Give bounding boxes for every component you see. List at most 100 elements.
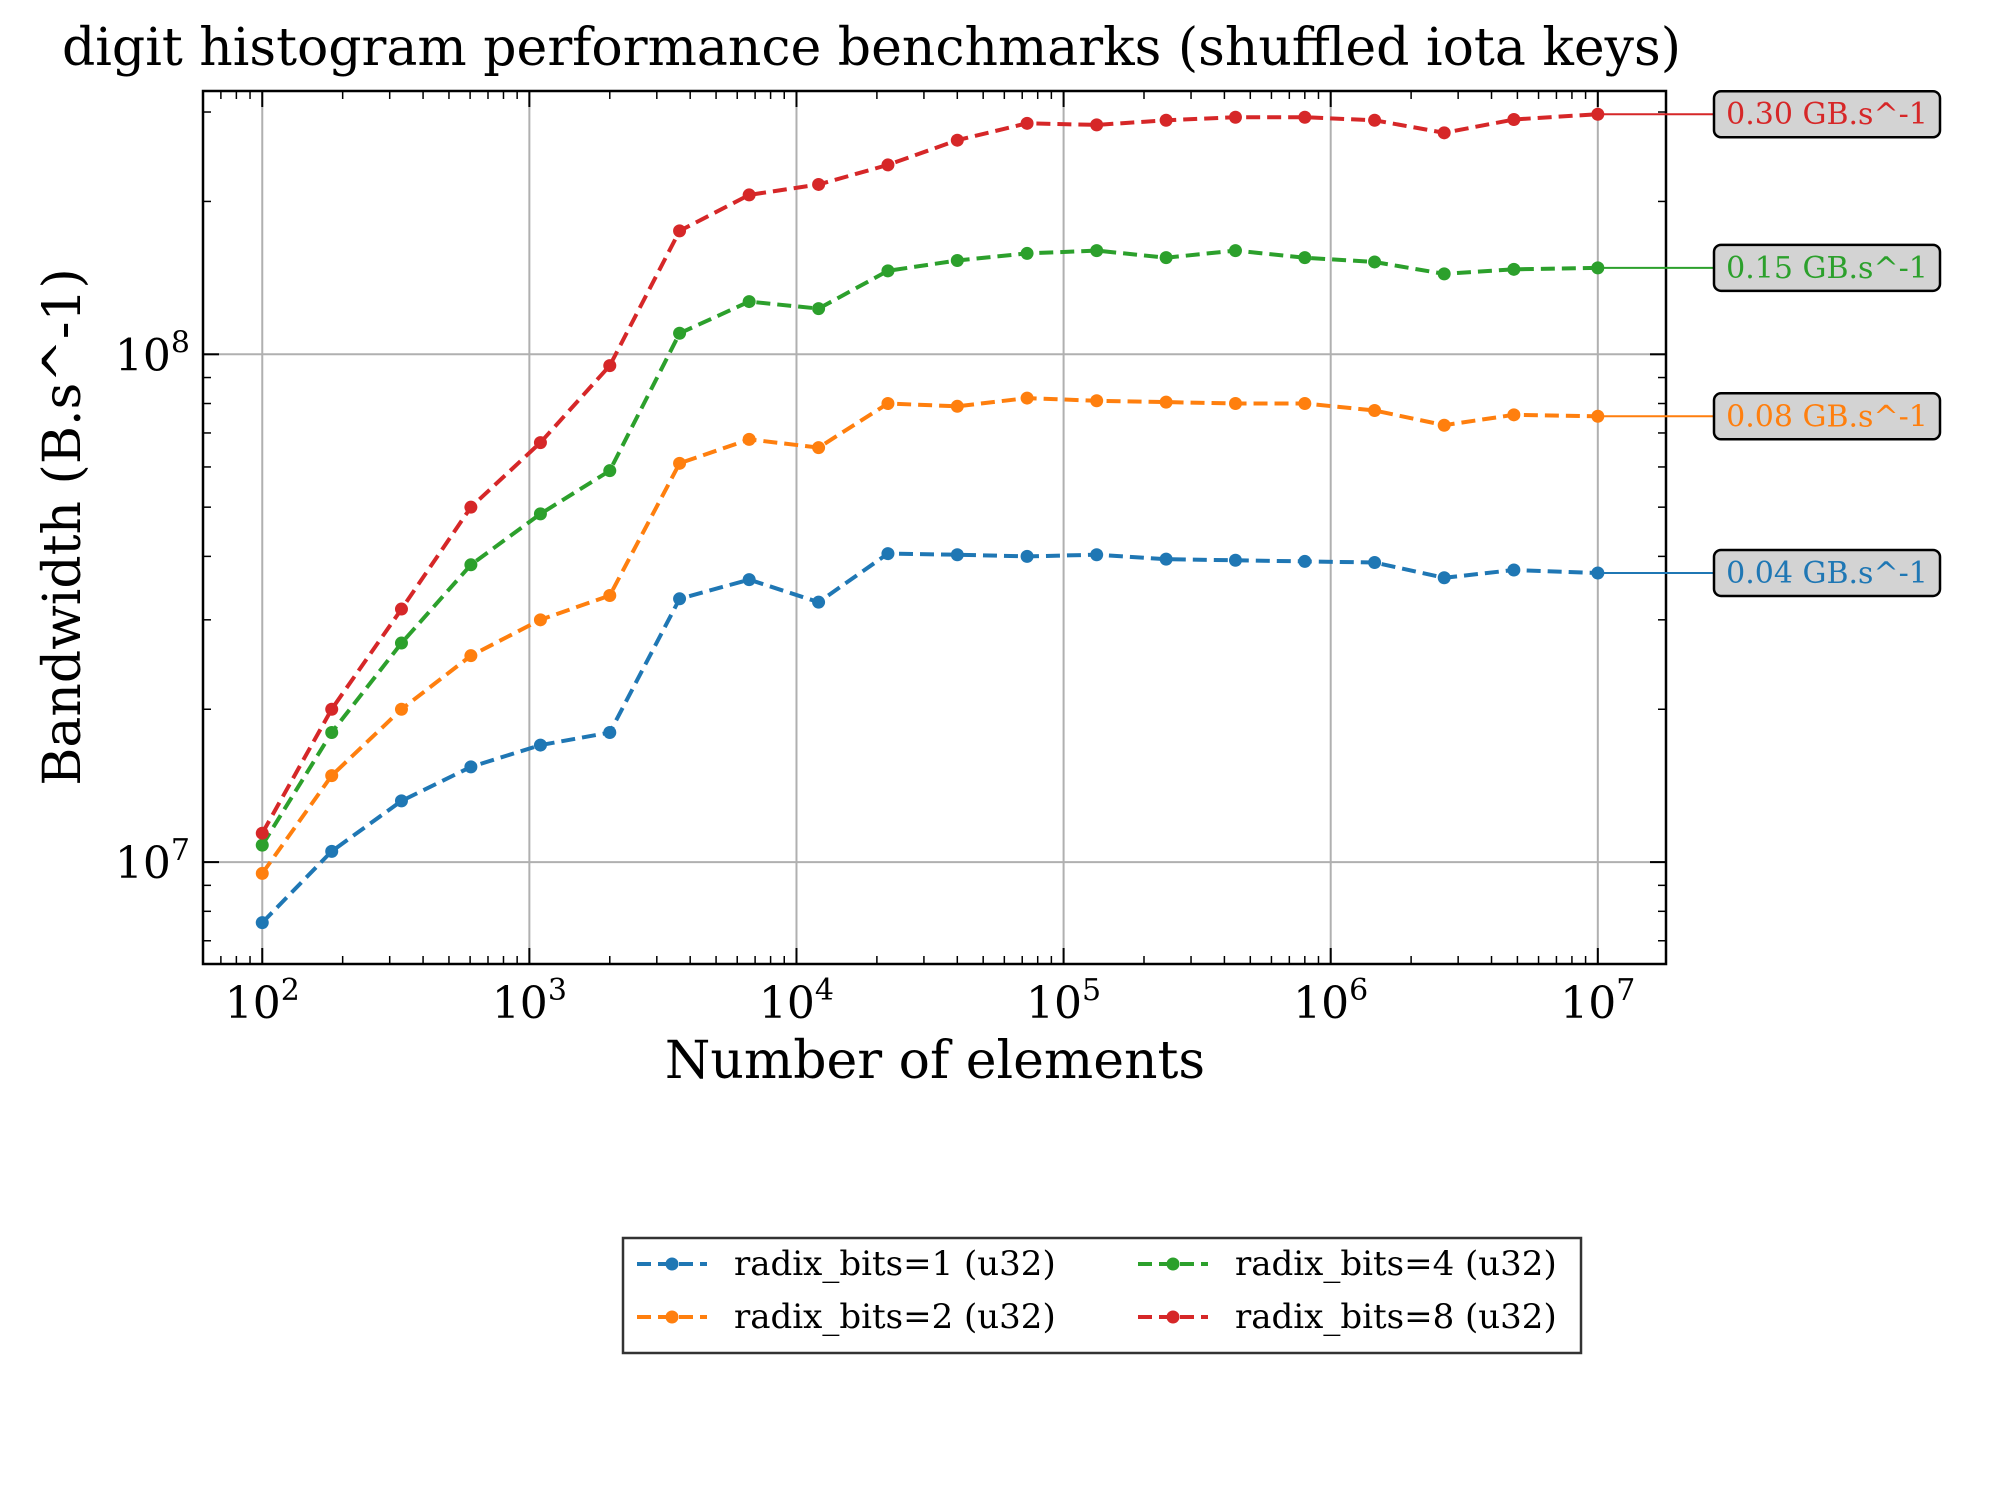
data-point xyxy=(325,769,339,783)
data-point xyxy=(1159,251,1173,265)
end-label: 0.30 GB.s^-1 xyxy=(1726,97,1928,132)
data-point xyxy=(603,359,617,373)
series-line xyxy=(260,396,1598,875)
data-point xyxy=(1020,116,1034,130)
data-point xyxy=(603,464,617,478)
data-point xyxy=(533,738,547,752)
data-point xyxy=(255,916,269,930)
data-point xyxy=(1228,244,1242,258)
data-point xyxy=(742,295,756,309)
series-line xyxy=(260,248,1598,847)
data-point xyxy=(673,224,687,238)
data-point xyxy=(812,302,826,316)
legend-entry: radix_bits=4 (u32) xyxy=(1138,1244,1557,1284)
data-point xyxy=(603,725,617,739)
data-point xyxy=(1507,563,1521,577)
data-point xyxy=(325,725,339,739)
data-point xyxy=(1159,113,1173,127)
end-label-box xyxy=(1712,392,1942,441)
x-axis-label: Number of elements xyxy=(665,1031,1205,1091)
data-point xyxy=(533,436,547,450)
end-label: 0.15 GB.s^-1 xyxy=(1726,251,1928,286)
legend-marker xyxy=(665,1257,679,1271)
data-point xyxy=(255,866,269,880)
data-point xyxy=(1368,404,1382,418)
data-point xyxy=(1437,418,1451,432)
data-point xyxy=(950,548,964,562)
data-point xyxy=(673,456,687,470)
data-point xyxy=(464,558,478,572)
data-point xyxy=(1020,391,1034,405)
legend-entry: radix_bits=1 (u32) xyxy=(637,1244,1056,1284)
end-label-box xyxy=(1712,89,1942,139)
data-point xyxy=(1298,251,1312,265)
legend-marker xyxy=(1166,1310,1180,1324)
data-point xyxy=(742,188,756,202)
data-point xyxy=(812,177,826,191)
series-4 xyxy=(255,107,1605,840)
legend-label: radix_bits=4 (u32) xyxy=(1235,1244,1557,1284)
axis-ticks xyxy=(202,91,1666,964)
legend-label: radix_bits=1 (u32) xyxy=(734,1244,1056,1284)
data-point xyxy=(394,636,408,650)
data-point xyxy=(881,397,895,411)
data-point xyxy=(742,432,756,446)
legend-box xyxy=(621,1236,1583,1355)
data-point xyxy=(1159,395,1173,409)
end-label-box xyxy=(1712,548,1942,598)
x-tick-label: 105 xyxy=(1026,973,1101,1029)
data-point xyxy=(881,264,895,278)
data-point xyxy=(464,760,478,774)
data-point xyxy=(1298,397,1312,411)
grid xyxy=(203,91,1666,964)
data-point xyxy=(464,649,478,663)
x-tick-label: 104 xyxy=(759,973,834,1029)
legend-entry: radix_bits=2 (u32) xyxy=(637,1297,1056,1337)
legend-marker xyxy=(665,1310,679,1324)
legend: radix_bits=1 (u32) radix_bits=2 (u32) radi… xyxy=(621,1236,1583,1355)
data-point xyxy=(533,507,547,521)
data-point xyxy=(1437,571,1451,585)
data-point xyxy=(464,500,478,514)
y-tick-labels: 107 108 xyxy=(115,325,190,889)
y-tick-label: 108 xyxy=(115,325,190,381)
legend-entry: radix_bits=8 (u32) xyxy=(1138,1297,1557,1337)
data-point xyxy=(950,254,964,268)
x-tick-label: 106 xyxy=(1293,973,1368,1029)
series-line xyxy=(260,112,1598,835)
data-point xyxy=(950,133,964,147)
end-labels: 0.04 GB.s^-1 0.08 GB.s^-1 0.15 GB.s^-1 0.30… xyxy=(1597,89,1942,598)
data-point xyxy=(812,595,826,609)
series-line xyxy=(260,551,1598,924)
x-tick-labels: 102 103 104 105 106 107 xyxy=(225,973,1636,1029)
data-point xyxy=(1368,556,1382,570)
data-point xyxy=(1020,549,1034,563)
data-point xyxy=(1090,244,1104,258)
series-3 xyxy=(255,244,1605,852)
x-tick-label: 103 xyxy=(492,973,567,1029)
data-point xyxy=(533,613,547,627)
end-label: 0.04 GB.s^-1 xyxy=(1726,556,1928,591)
legend-label: radix_bits=2 (u32) xyxy=(734,1297,1056,1337)
data-point xyxy=(1507,408,1521,422)
data-point xyxy=(394,702,408,716)
y-axis-label: Bandwidth (B.s^-1) xyxy=(33,268,93,786)
data-point xyxy=(673,592,687,606)
data-point xyxy=(255,838,269,852)
data-point xyxy=(394,602,408,616)
data-point xyxy=(1298,554,1312,568)
data-point xyxy=(1298,110,1312,124)
data-point xyxy=(325,702,339,716)
data-point xyxy=(1437,267,1451,281)
series-2 xyxy=(255,391,1605,880)
x-tick-label: 102 xyxy=(225,973,300,1029)
data-point xyxy=(394,794,408,808)
legend-marker xyxy=(1166,1257,1180,1271)
data-point xyxy=(603,588,617,602)
legend-label: radix_bits=8 (u32) xyxy=(1235,1297,1557,1337)
data-point xyxy=(1090,118,1104,132)
data-point xyxy=(881,547,895,561)
x-tick-label: 107 xyxy=(1560,973,1635,1029)
series-1 xyxy=(255,547,1605,930)
